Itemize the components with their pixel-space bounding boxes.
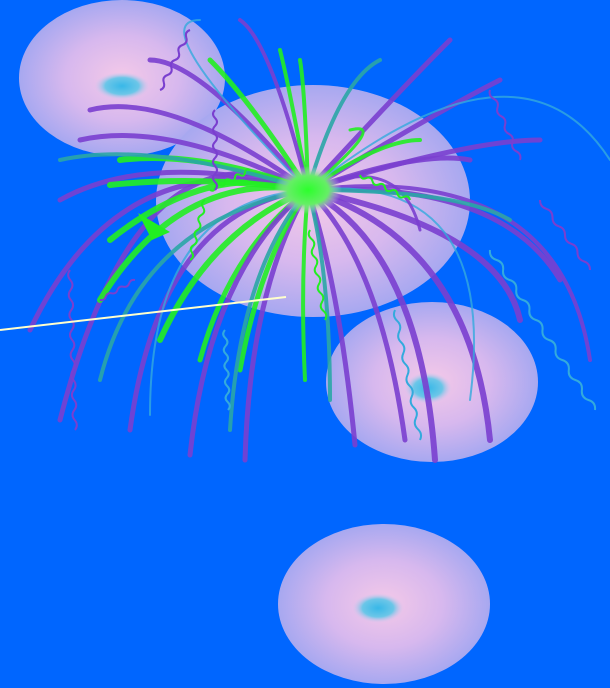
strand xyxy=(57,169,311,203)
strand xyxy=(238,18,310,192)
strand xyxy=(307,95,610,191)
strand xyxy=(98,188,310,382)
strand xyxy=(187,187,311,458)
squiggle-strand xyxy=(209,168,251,192)
strand xyxy=(183,19,309,191)
blob-bottom xyxy=(278,524,490,684)
burst-core-icon xyxy=(274,166,342,214)
pointer-line xyxy=(0,296,287,331)
strand xyxy=(147,57,311,193)
strand xyxy=(306,58,382,192)
squiggle-strand xyxy=(359,174,411,201)
strand xyxy=(149,189,309,416)
strand xyxy=(77,133,311,193)
squiggle-strand xyxy=(488,89,522,161)
squiggle-strand xyxy=(212,109,218,191)
squiggle-strand xyxy=(307,229,328,321)
strand xyxy=(305,187,493,443)
squiggle-strand xyxy=(189,199,206,261)
arrow-icon xyxy=(138,213,170,240)
strand xyxy=(305,187,523,323)
strand xyxy=(305,187,438,463)
strand-burst xyxy=(27,18,610,463)
strand xyxy=(306,188,512,222)
blob-core-icon xyxy=(94,72,150,100)
strand xyxy=(87,104,311,193)
blob-core-icon xyxy=(352,593,404,623)
squiggle-strand xyxy=(222,329,231,411)
strand xyxy=(228,188,310,432)
squiggle-strand xyxy=(538,199,592,271)
squiggle-strand xyxy=(67,269,78,431)
strand xyxy=(58,152,310,192)
strand xyxy=(305,37,453,193)
squiggle-strand xyxy=(488,249,597,411)
squiggle-strand xyxy=(392,309,423,441)
squiggle-strand xyxy=(99,278,136,302)
squiggle-strand xyxy=(159,29,191,91)
